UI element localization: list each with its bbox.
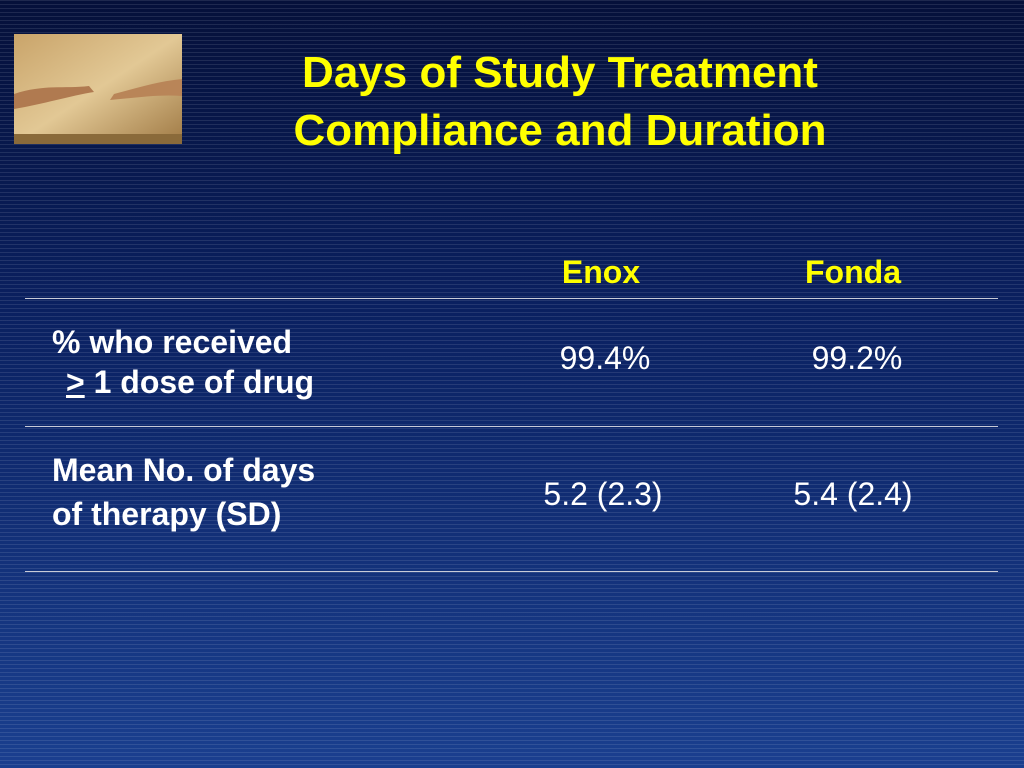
row-label-line: > 1 dose of drug <box>52 362 314 402</box>
cell: 99.2% <box>811 340 903 376</box>
table-rule <box>25 426 998 427</box>
painting-thumbnail <box>14 34 182 144</box>
table-rule <box>25 298 998 299</box>
column-header: Fonda <box>805 254 901 290</box>
row-label-line: % who received <box>52 324 293 360</box>
row-label: Mean No. of days of therapy (SD) <box>52 448 315 536</box>
symbol: > <box>66 364 85 400</box>
row-label-line: Mean No. of days <box>52 452 316 488</box>
cell: 99.4% <box>559 340 651 376</box>
cell: 5.4 (2.4) <box>793 476 913 512</box>
column-header: Enox <box>561 254 641 290</box>
title-line: Days of Study Treatment <box>302 48 818 97</box>
row-label-line: of therapy (SD) <box>52 496 282 532</box>
row-label: % who received > 1 dose of drug <box>52 322 314 402</box>
table-rule <box>25 571 998 572</box>
title-line: Compliance and Duration <box>293 106 827 155</box>
text: 1 dose of drug <box>93 364 315 400</box>
cell: 5.2 (2.3) <box>543 476 663 512</box>
